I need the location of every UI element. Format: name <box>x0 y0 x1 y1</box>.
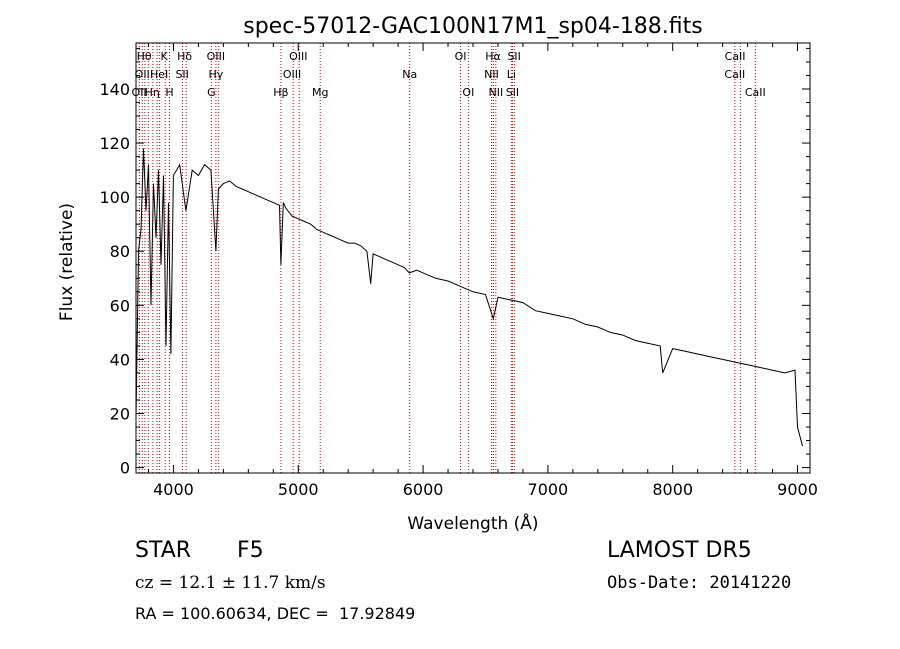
x-tick-label: 5000 <box>278 480 319 499</box>
line-label: Mg <box>312 86 328 99</box>
line-label: OIII <box>283 68 301 81</box>
line-label: Hβ <box>273 86 288 99</box>
line-label: OII <box>135 68 150 81</box>
y-tick-label: 60 <box>110 296 130 315</box>
y-tick-label: 40 <box>110 350 130 369</box>
line-label: Hδ <box>177 50 192 63</box>
line-label: NII <box>488 86 503 99</box>
line-label: Hα <box>485 50 501 63</box>
line-label: OI <box>462 86 474 99</box>
survey-name: LAMOST DR5 <box>607 538 752 563</box>
x-tick-label: 7000 <box>528 480 569 499</box>
x-tick-label: 4000 <box>153 480 194 499</box>
x-axis-ticks: 4000 5000 6000 7000 8000 9000 <box>147 43 818 499</box>
y-tick-label: 20 <box>110 405 130 424</box>
line-label: CaII <box>745 86 766 99</box>
line-label: Li <box>507 68 516 81</box>
line-label: HeI <box>150 68 168 81</box>
y-tick-label: 80 <box>110 242 130 261</box>
line-label: Hη <box>145 86 160 99</box>
plot-frame <box>135 42 811 474</box>
line-label: K <box>160 50 168 63</box>
x-tick-label: 8000 <box>652 480 693 499</box>
emission-line-labels: Hθ K Hδ OIII OIII OI Hα SII CaII OII HeI SII Hγ OIII N… <box>132 50 766 99</box>
line-label: CaII <box>724 68 745 81</box>
x-tick-label: 9000 <box>777 480 818 499</box>
line-label: OIII <box>207 50 225 63</box>
y-axis-label: Flux (relative) <box>57 203 77 321</box>
line-label: G <box>207 86 216 99</box>
observation-date: Obs-Date: 20141220 <box>607 573 792 593</box>
y-tick-label: 120 <box>99 134 130 153</box>
spectrum-series-line <box>135 148 803 447</box>
object-type: STAR <box>135 538 192 563</box>
line-label: Hγ <box>208 68 223 81</box>
line-label: SII <box>506 86 519 99</box>
ra-dec-coordinates: RA = 100.60634, DEC = 17.92849 <box>135 604 416 623</box>
line-label: SII <box>507 50 520 63</box>
x-axis-label: Wavelength (Å) <box>407 512 538 534</box>
chart-title: spec-57012-GAC100N17M1_sp04-188.fits <box>243 14 703 39</box>
line-label: Hθ <box>137 50 152 63</box>
y-tick-label: 0 <box>120 459 130 478</box>
line-label: Na <box>402 68 417 81</box>
x-tick-label: 6000 <box>403 480 444 499</box>
line-label: CaII <box>725 50 746 63</box>
y-tick-label: 100 <box>99 188 130 207</box>
line-label: OI <box>455 50 467 63</box>
redshift-velocity: cz = 12.1 ± 11.7 km/s <box>135 573 326 593</box>
line-label: H <box>165 86 173 99</box>
emission-line-markers <box>138 43 756 473</box>
object-subclass: F5 <box>237 538 264 563</box>
line-label: OIII <box>289 50 307 63</box>
line-label: SII <box>175 68 188 81</box>
line-label: NII <box>484 68 499 81</box>
y-tick-label: 140 <box>99 80 130 99</box>
y-axis-ticks: 0 20 40 60 80 100 120 140 <box>99 47 810 478</box>
